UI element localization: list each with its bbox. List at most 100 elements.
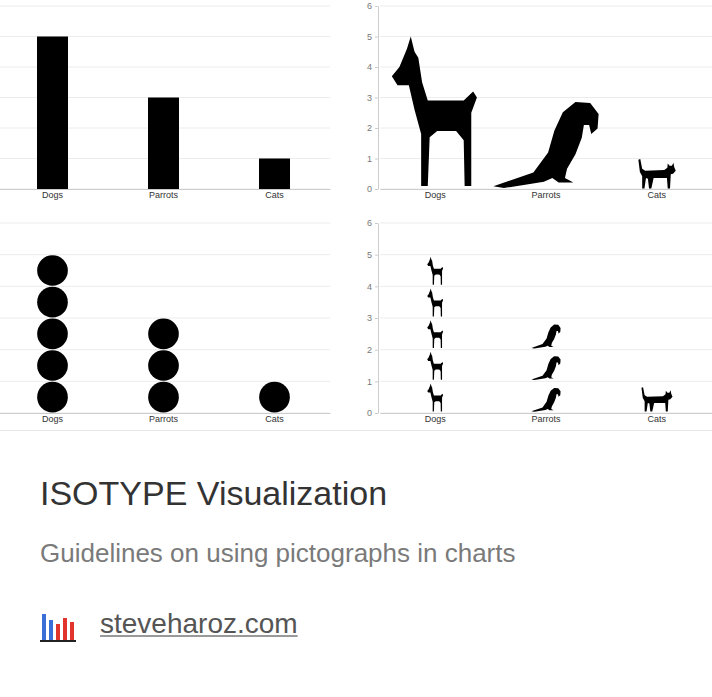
y-tick-label: 2 [367,345,372,355]
y-axis: 0 1 2 3 4 5 6 [367,1,379,194]
x-tick-label: Dogs [42,414,64,424]
pictograph-mark [493,102,598,188]
grid-line [0,6,330,7]
y-tick: 0 [367,184,378,194]
pictograph-mark [531,388,560,412]
y-axis: 0 1 2 3 4 5 6 [367,218,379,418]
pictograph-mark [638,159,675,188]
isotype-circle [37,350,68,381]
isotype-circle [259,382,290,413]
isotype-circle [37,319,68,350]
image-border [0,430,712,431]
x-tick: Cats [265,413,284,424]
grid-line [380,67,712,68]
grid-line [0,381,330,382]
x-tick: Parrots [149,189,179,200]
pictograph-mark [427,257,443,285]
pictograph-mark [392,37,477,186]
x-tick: Cats [647,413,666,424]
grid-line [380,286,712,287]
y-tick: 1 [367,154,378,164]
site-icon [40,610,80,644]
y-tick-label: 6 [367,1,372,11]
y-tick: 1 [367,377,378,387]
y-tick: 3 [367,93,378,103]
x-tick: Dogs [42,413,64,424]
pictograph-mark [641,387,672,411]
y-tick-label: 0 [367,184,372,194]
y-tick: 3 [367,313,378,323]
grid-line [0,318,330,319]
y-tick-mark [375,255,378,256]
y-tick: 5 [367,250,378,260]
y-tick: 2 [367,123,378,133]
y-tick: 5 [367,32,378,42]
isotype-circle [37,255,68,286]
x-tick-label: Dogs [425,414,447,424]
x-tick-label: Cats [647,414,666,424]
chart-panel: DogsParrotsCats [0,6,331,200]
x-axis: DogsParrotsCats [0,189,331,200]
x-tick-label: Parrots [531,190,561,200]
y-tick-mark [375,128,378,129]
y-tick-label: 5 [367,32,372,42]
x-tick: Parrots [149,413,179,424]
x-tick-label: Cats [265,414,284,424]
chart-panel: 0 1 2 3 4 5 6 Dogs Parrots Cats [367,218,712,424]
site-icon-bar [63,618,67,640]
y-tick-label: 2 [367,123,372,133]
grid [380,223,712,413]
x-tick-label: Cats [265,190,284,200]
pictograph-mark [427,384,443,412]
x-tick-label: Dogs [425,190,447,200]
x-axis: Dogs Parrots Cats [381,413,712,424]
marks [37,255,290,412]
chart-panel: Dogs Parrots Cats [0,223,331,424]
grid-line [0,349,330,350]
pictograph-mark [427,352,443,380]
grid-line [380,6,712,7]
x-tick-label: Parrots [149,190,179,200]
x-axis: Dogs Parrots Cats [0,413,331,424]
y-tick-mark [375,381,378,382]
isotype-circle [37,287,68,318]
y-tick-label: 0 [367,408,372,418]
charts-canvas: DogsParrotsCats0123456DogsParrotsCatsDog… [0,0,712,432]
y-tick-mark [375,286,378,287]
marks [37,37,290,190]
y-tick-label: 1 [367,377,372,387]
grid-line [0,223,330,224]
y-tick: 6 [367,218,378,228]
isotype-circle [148,382,179,413]
bar [259,159,290,190]
card-title: ISOTYPE Visualization [40,474,387,513]
grid-line [380,254,712,255]
y-tick-label: 5 [367,250,372,260]
grid-line [380,413,712,414]
x-tick-label: Parrots [531,414,561,424]
grid [0,223,330,413]
y-tick-mark [375,159,378,160]
isotype-circle [148,350,179,381]
y-axis-line [378,7,379,190]
x-tick-label: Cats [647,190,666,200]
y-tick-label: 4 [367,282,372,292]
pictograph-mark [427,320,443,348]
marks [427,257,672,412]
pictograph-mark [531,356,560,380]
card-subtitle: Guidelines on using pictographs in chart… [40,538,516,569]
pictograph-mark [427,289,443,317]
y-tick-mark [375,318,378,319]
y-tick-mark [375,413,378,414]
y-tick: 0 [367,408,378,418]
y-tick: 4 [367,62,378,72]
pictograph-mark [531,325,560,349]
y-tick-label: 6 [367,218,372,228]
x-tick-label: Parrots [149,414,179,424]
x-tick: Cats [265,189,284,200]
card-link[interactable]: steveharoz.com [100,608,298,640]
site-icon-bar [70,622,74,640]
grid-line [380,36,712,37]
x-tick: Dogs [425,413,447,424]
x-tick: Cats [647,189,666,200]
